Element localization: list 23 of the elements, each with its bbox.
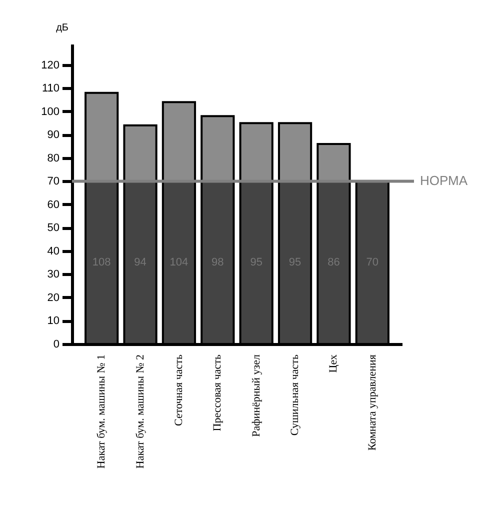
y-tick-label: 30 — [47, 268, 60, 281]
y-tick-label: 40 — [47, 245, 60, 258]
y-tick-label: 120 — [41, 59, 60, 72]
y-tick-label: 20 — [47, 292, 60, 304]
y-tick-label: 110 — [42, 82, 60, 95]
x-tick-label: Накат бум. машины № 1 — [96, 354, 108, 469]
y-tick-label: 10 — [47, 315, 60, 328]
y-tick-label: 0 — [53, 338, 60, 350]
y-tick-label: 50 — [47, 222, 60, 234]
x-tick-label: Комната управления — [366, 354, 378, 451]
x-tick-label: Рафинёрный узел — [250, 354, 262, 437]
y-tick-label: 70 — [47, 176, 60, 188]
y-tick-label: 80 — [47, 152, 60, 164]
x-tick-label: Сеточная часть — [172, 354, 185, 426]
ref-line-label: НОРМА — [420, 173, 468, 188]
x-tick-label: Прессовая часть — [212, 354, 224, 432]
x-tick-label: Цех — [328, 354, 340, 373]
y-axis-title: дБ — [56, 22, 69, 34]
y-tick-label: 100 — [41, 106, 60, 118]
x-tick-label: Сушильная часть — [289, 354, 302, 436]
y-tick-label: 90 — [47, 129, 60, 142]
y-tick-label: 60 — [47, 198, 60, 211]
x-tick-label: Накат бум. машины № 2 — [134, 354, 146, 469]
